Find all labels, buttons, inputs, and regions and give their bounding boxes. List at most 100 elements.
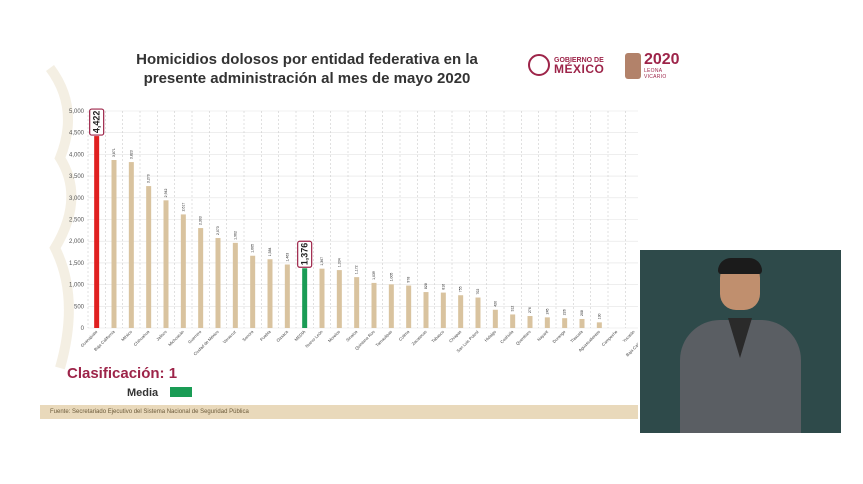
x-tick-label: Sonora <box>241 329 255 343</box>
x-tick-label: Veracruz <box>222 329 237 344</box>
bar <box>232 242 238 328</box>
bar <box>198 228 204 328</box>
x-tick-label: Nuevo León <box>304 329 324 349</box>
bar <box>354 277 360 328</box>
value-label: 828 <box>424 283 428 289</box>
value-label: 1,463 <box>285 253 289 262</box>
clasificacion: Clasificación: 1 <box>67 365 178 382</box>
x-tick-label: Sinaloa <box>345 329 359 343</box>
value-label: 3,871 <box>112 148 116 157</box>
bar <box>406 285 412 328</box>
sign-language-interpreter-video <box>640 250 841 433</box>
x-tick-label: Puebla <box>259 329 272 342</box>
x-tick-label: Tamaulipas <box>375 329 394 348</box>
value-label: 2,617 <box>181 203 185 212</box>
value-label: 1,334 <box>337 258 341 267</box>
year-logo-sub: LEONA VICARIO <box>643 68 667 80</box>
bar <box>302 268 308 328</box>
bar <box>180 214 186 328</box>
bar <box>94 136 100 328</box>
value-label: 130 <box>597 313 601 319</box>
bar <box>527 316 533 328</box>
value-label: 245 <box>545 308 549 314</box>
value-label: 755 <box>459 286 463 292</box>
year-logo: 2020 <box>643 51 680 68</box>
bar <box>579 318 585 328</box>
value-label: 3,823 <box>129 150 133 159</box>
bar <box>319 268 325 328</box>
x-tick-label: México <box>120 329 133 342</box>
value-label: 1,039 <box>372 271 376 280</box>
eagle-watermark-icon <box>45 65 77 370</box>
x-tick-label: Hidalgo <box>483 329 497 343</box>
gobierno-logo: GOBIERNO DE MÉXICO <box>528 54 604 76</box>
x-tick-label: Zacatecas <box>411 329 428 346</box>
value-label-box <box>89 108 105 136</box>
bar-chart: 0 500 1,000 1,500 2,000 2,500 3,000 3,500 4,000 4… <box>69 108 638 357</box>
title-line-2: presente administración al mes de mayo 2… <box>143 70 471 87</box>
value-label: 208 <box>580 310 584 316</box>
x-tick-label: Morelos <box>327 329 341 343</box>
value-label: 1,962 <box>233 231 237 240</box>
x-tick-label: Querétaro <box>515 329 532 346</box>
x-tick-label: Chihuahua <box>133 329 151 347</box>
bar <box>128 162 134 328</box>
bar <box>458 295 464 328</box>
x-tick-label: Coahuila <box>499 329 515 345</box>
x-tick-label: MEDIA <box>293 329 306 342</box>
value-label: 978 <box>407 277 411 283</box>
value-label: 312 <box>511 306 515 312</box>
bar <box>510 314 516 328</box>
value-label: 226 <box>563 309 567 315</box>
y-tick-label: 0 <box>81 326 85 332</box>
x-tick-label: Tlaxcala <box>569 329 584 344</box>
bar <box>284 264 290 328</box>
y-tick-label: 3,500 <box>69 174 85 180</box>
x-tick-label: Michoacán <box>167 329 185 347</box>
x-tick-label: Campeche <box>601 329 619 347</box>
x-tick-label: Chiapas <box>448 329 462 343</box>
bar <box>250 255 256 328</box>
slide: Homicidios dolosos por entidad federativ… <box>40 38 680 422</box>
portrait-icon <box>625 53 641 79</box>
y-tick-label: 1,000 <box>69 283 85 289</box>
x-tick-label: Jalisco <box>155 329 168 342</box>
leona-vicario-logo: 2020 LEONA VICARIO <box>625 52 682 80</box>
gob-line-1: GOBIERNO DE <box>554 57 604 64</box>
y-tick-label: 1,500 <box>69 261 85 267</box>
value-label: 1,005 <box>389 273 393 282</box>
bar <box>562 318 568 328</box>
media-legend-label: Media <box>127 387 159 399</box>
y-tick-label: 2,000 <box>69 239 85 245</box>
x-tick-label: Tabasco <box>430 329 445 344</box>
value-label: 420 <box>493 301 497 307</box>
x-tick-label: Guerrero <box>187 329 203 345</box>
x-tick-label: Colima <box>398 329 411 342</box>
bar <box>215 238 221 328</box>
y-tick-label: 3,000 <box>69 196 85 202</box>
value-label: 1,584 <box>268 247 272 256</box>
value-label: 1,665 <box>251 244 255 253</box>
bar <box>475 297 481 328</box>
bar <box>440 292 446 328</box>
bar <box>146 186 152 328</box>
value-label: 816 <box>441 284 445 290</box>
value-label: 1,376 <box>300 243 310 266</box>
value-label: 4,422 <box>92 111 102 134</box>
x-tick-label: Durango <box>551 329 566 344</box>
seal-icon <box>528 54 550 76</box>
x-tick-label: Oaxaca <box>275 329 289 343</box>
y-tick-label: 4,000 <box>69 152 85 158</box>
source-footer: Fuente: Secretariado Ejecutivo del Siste… <box>40 405 638 419</box>
value-label: 3,270 <box>147 174 151 183</box>
value-label: 276 <box>528 307 532 313</box>
bar <box>544 317 550 328</box>
y-tick-label: 5,000 <box>69 109 85 115</box>
media-legend-swatch <box>170 387 192 397</box>
bar <box>267 259 273 328</box>
bar <box>423 292 429 328</box>
value-label: 702 <box>476 289 480 295</box>
value-label: 2,303 <box>199 216 203 225</box>
bar <box>388 284 394 328</box>
bar <box>336 270 342 328</box>
